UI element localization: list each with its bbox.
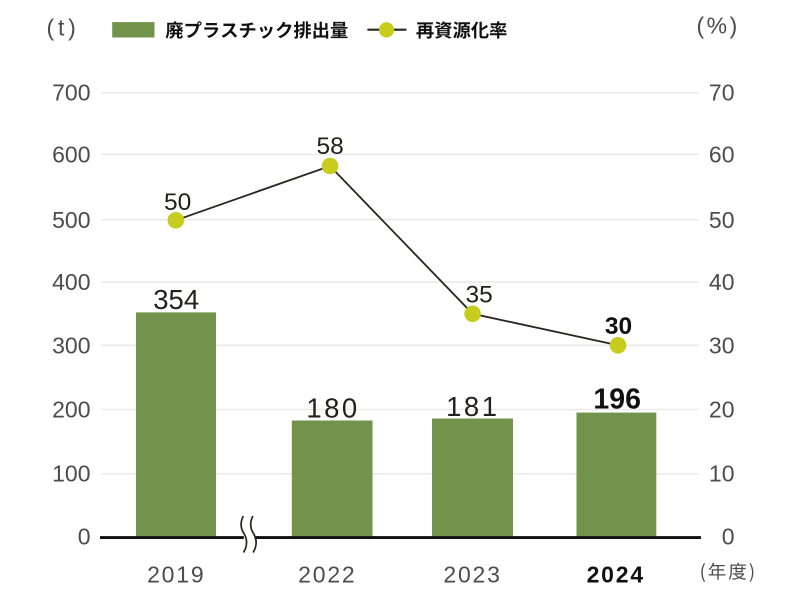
svg-text:0: 0 [722, 524, 735, 550]
svg-text:354: 354 [153, 284, 199, 315]
svg-text:60: 60 [709, 141, 735, 167]
svg-text:50: 50 [709, 207, 735, 233]
svg-text:400: 400 [52, 269, 90, 295]
svg-text:100: 100 [52, 461, 90, 487]
svg-text:180: 180 [306, 393, 359, 424]
svg-text:2023: 2023 [443, 562, 501, 588]
svg-text:35: 35 [465, 282, 492, 309]
svg-text:30: 30 [605, 313, 632, 340]
svg-text:700: 700 [52, 80, 90, 106]
svg-text:(%): (%) [697, 13, 740, 39]
svg-text:2024: 2024 [587, 562, 645, 588]
svg-text:196: 196 [593, 383, 641, 415]
svg-text:(t): (t) [47, 14, 80, 40]
svg-text:40: 40 [709, 269, 735, 295]
svg-text:2019: 2019 [147, 562, 205, 588]
svg-text:20: 20 [709, 397, 735, 423]
svg-text:600: 600 [52, 141, 90, 167]
svg-text:50: 50 [164, 189, 191, 216]
svg-text:10: 10 [709, 461, 735, 487]
svg-text:2022: 2022 [298, 562, 356, 588]
svg-text:0: 0 [78, 524, 91, 550]
svg-text:58: 58 [316, 133, 343, 160]
svg-text:200: 200 [52, 397, 90, 423]
svg-text:300: 300 [52, 332, 90, 358]
svg-text:500: 500 [52, 207, 90, 233]
svg-text:181: 181 [446, 391, 499, 422]
svg-text:70: 70 [709, 80, 735, 106]
svg-text:30: 30 [709, 332, 735, 358]
